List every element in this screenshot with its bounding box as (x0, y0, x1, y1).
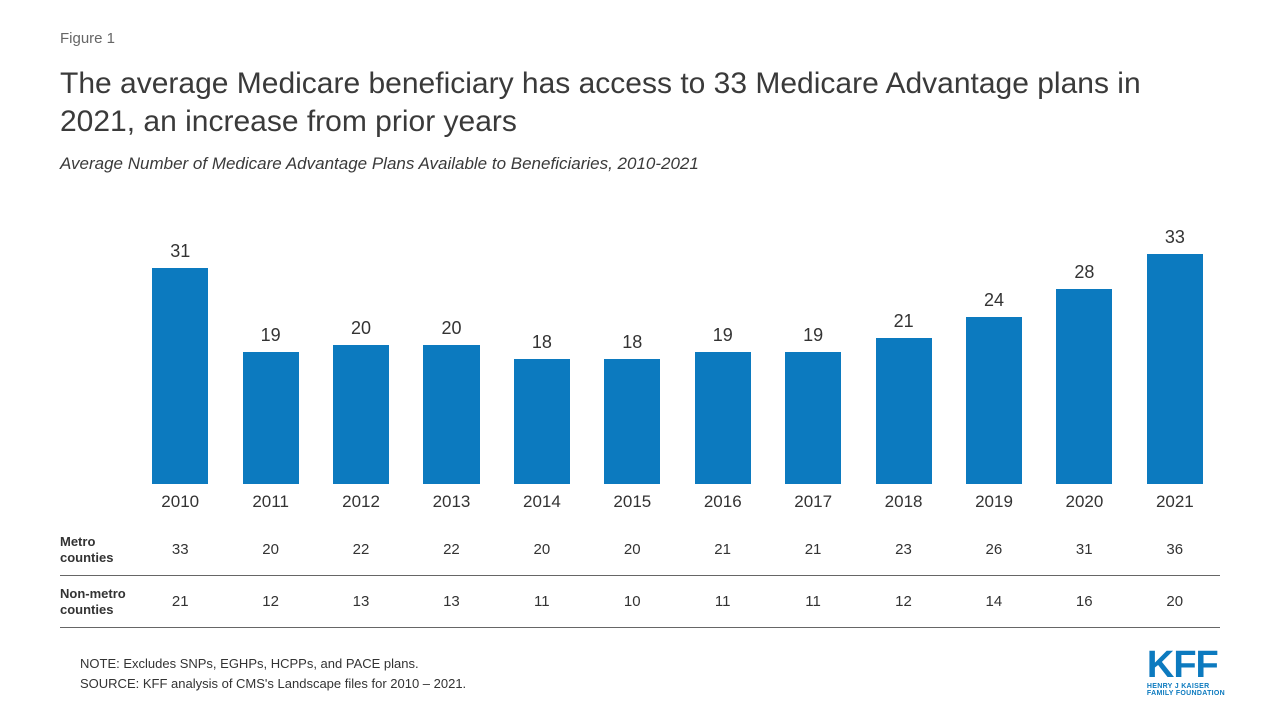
table-cell: 16 (1039, 576, 1129, 628)
figure-label: Figure 1 (60, 30, 1220, 47)
table-cell: 11 (497, 576, 587, 628)
bar (243, 352, 299, 484)
bar-group: 20 (406, 224, 496, 484)
bar-group: 19 (225, 224, 315, 484)
page-title: The average Medicare beneficiary has acc… (60, 65, 1220, 140)
bar-value-label: 24 (984, 290, 1004, 311)
table-cell: 10 (587, 576, 677, 628)
table-cell: 21 (677, 524, 767, 576)
x-axis-label: 2015 (587, 492, 677, 512)
table-cell: 20 (1129, 576, 1220, 628)
table-cell: 13 (316, 576, 406, 628)
note-text: NOTE: Excludes SNPs, EGHPs, HCPPs, and P… (80, 654, 1220, 674)
table-cell: 23 (858, 524, 948, 576)
table-cell: 11 (768, 576, 858, 628)
table-cell: 21 (768, 524, 858, 576)
x-axis-label: 2019 (949, 492, 1039, 512)
bar-chart: 31 19 20 20 18 18 19 19 21 24 28 33 (135, 224, 1220, 484)
kff-logo-text: KFF (1147, 648, 1225, 682)
bar-group: 18 (497, 224, 587, 484)
bar-value-label: 21 (894, 311, 914, 332)
x-axis-label: 2020 (1039, 492, 1129, 512)
bar (1056, 289, 1112, 484)
table-row: Non-metrocounties21121313111011111214162… (60, 576, 1220, 628)
table-cell: 13 (406, 576, 496, 628)
bar-group: 31 (135, 224, 225, 484)
bar-value-label: 19 (713, 325, 733, 346)
table-cell: 26 (949, 524, 1039, 576)
bar-value-label: 18 (532, 332, 552, 353)
table-cell: 20 (225, 524, 315, 576)
source-text: SOURCE: KFF analysis of CMS's Landscape … (80, 674, 1220, 694)
bar (876, 338, 932, 484)
data-table: Metrocounties332022222020212123263136Non… (60, 524, 1220, 628)
bar-value-label: 20 (441, 318, 461, 339)
bar (1147, 254, 1203, 484)
table-cell: 20 (587, 524, 677, 576)
bar-value-label: 18 (622, 332, 642, 353)
kff-logo: KFF HENRY J KAISER FAMILY FOUNDATION (1147, 648, 1225, 698)
bar-group: 24 (949, 224, 1039, 484)
bar-group: 21 (858, 224, 948, 484)
x-axis-label: 2013 (406, 492, 496, 512)
bar (423, 345, 479, 484)
bar-group: 19 (678, 224, 768, 484)
bar (966, 317, 1022, 484)
x-axis-label: 2014 (497, 492, 587, 512)
bar-value-label: 19 (803, 325, 823, 346)
table-cell: 31 (1039, 524, 1129, 576)
table-cell: 20 (497, 524, 587, 576)
x-axis-label: 2021 (1130, 492, 1220, 512)
bar-group: 33 (1130, 224, 1220, 484)
bar (514, 359, 570, 484)
x-axis-label: 2016 (678, 492, 768, 512)
table-cell: 12 (225, 576, 315, 628)
bar-value-label: 31 (170, 241, 190, 262)
table-cell: 33 (135, 524, 225, 576)
x-axis-label: 2010 (135, 492, 225, 512)
bar-group: 18 (587, 224, 677, 484)
table-cell: 22 (316, 524, 406, 576)
bar (604, 359, 660, 484)
table-cell: 14 (949, 576, 1039, 628)
bar (333, 345, 389, 484)
bar-group: 19 (768, 224, 858, 484)
page-subtitle: Average Number of Medicare Advantage Pla… (60, 154, 1220, 174)
kff-logo-line2: FAMILY FOUNDATION (1147, 690, 1225, 698)
bar-value-label: 28 (1074, 262, 1094, 283)
bar (785, 352, 841, 484)
x-axis-label: 2018 (858, 492, 948, 512)
table-cell: 22 (406, 524, 496, 576)
table-cell: 12 (858, 576, 948, 628)
footer-notes: NOTE: Excludes SNPs, EGHPs, HCPPs, and P… (80, 654, 1220, 693)
table-cell: 21 (135, 576, 225, 628)
bar-value-label: 33 (1165, 227, 1185, 248)
bar (695, 352, 751, 484)
table-cell: 11 (677, 576, 767, 628)
x-axis-label: 2011 (225, 492, 315, 512)
x-axis-label: 2012 (316, 492, 406, 512)
bar (152, 268, 208, 484)
x-axis: 2010201120122013201420152016201720182019… (135, 492, 1220, 512)
bar-group: 20 (316, 224, 406, 484)
row-label: Non-metrocounties (60, 576, 135, 628)
bar-value-label: 19 (261, 325, 281, 346)
table-row: Metrocounties332022222020212123263136 (60, 524, 1220, 576)
bar-value-label: 20 (351, 318, 371, 339)
x-axis-label: 2017 (768, 492, 858, 512)
row-label: Metrocounties (60, 524, 135, 576)
bar-group: 28 (1039, 224, 1129, 484)
table-cell: 36 (1129, 524, 1220, 576)
